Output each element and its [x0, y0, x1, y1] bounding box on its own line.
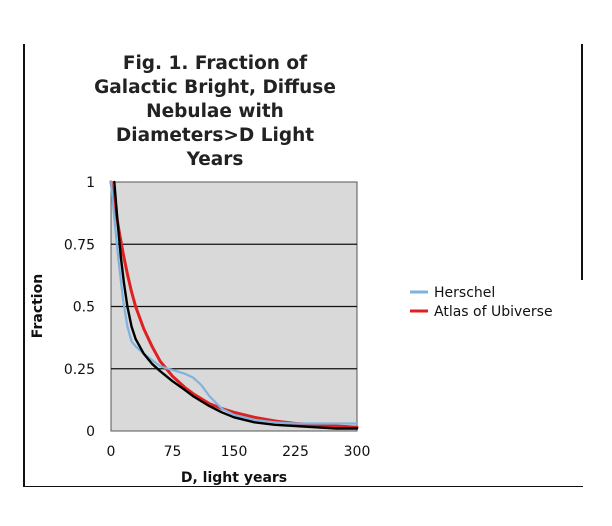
y-tick-label: 0 [86, 424, 95, 440]
bottom-border-line [23, 486, 583, 487]
y-tick-label: 1 [86, 175, 95, 191]
y-tick-label: 0.75 [64, 237, 95, 253]
x-tick-label: 300 [344, 444, 371, 460]
x-tick-label: 75 [164, 444, 182, 460]
chart-title-line: Years [186, 149, 244, 170]
legend-label-atlas: Atlas of Ubiverse [434, 304, 553, 320]
series-line-black [113, 180, 359, 430]
chart-title-line: Fig. 1. Fraction of [122, 53, 308, 74]
y-tick-label: 0.5 [73, 300, 95, 316]
x-tick-label: 150 [221, 444, 248, 460]
y-tick-label: 0.25 [64, 362, 95, 378]
right-border-line [581, 44, 583, 280]
legend-label-herschel: Herschel [434, 285, 495, 301]
chart-title-line: Diameters>D Light [115, 125, 315, 146]
legend: Herschel Atlas of Ubiverse [410, 285, 553, 320]
x-tick-label: 0 [107, 444, 116, 460]
x-axis-label: D, light years [181, 470, 287, 486]
x-tick-label: 225 [282, 444, 309, 460]
left-border-line [23, 44, 25, 486]
chart-title-line: Nebulae with [146, 101, 284, 122]
series-line-herschel [109, 180, 359, 425]
y-axis-label: Fraction [30, 274, 46, 338]
chart-title-line: Galactic Bright, Diffuse [94, 77, 336, 98]
chart-title: Fig. 1. Fraction of Galactic Bright, Dif… [70, 52, 360, 172]
